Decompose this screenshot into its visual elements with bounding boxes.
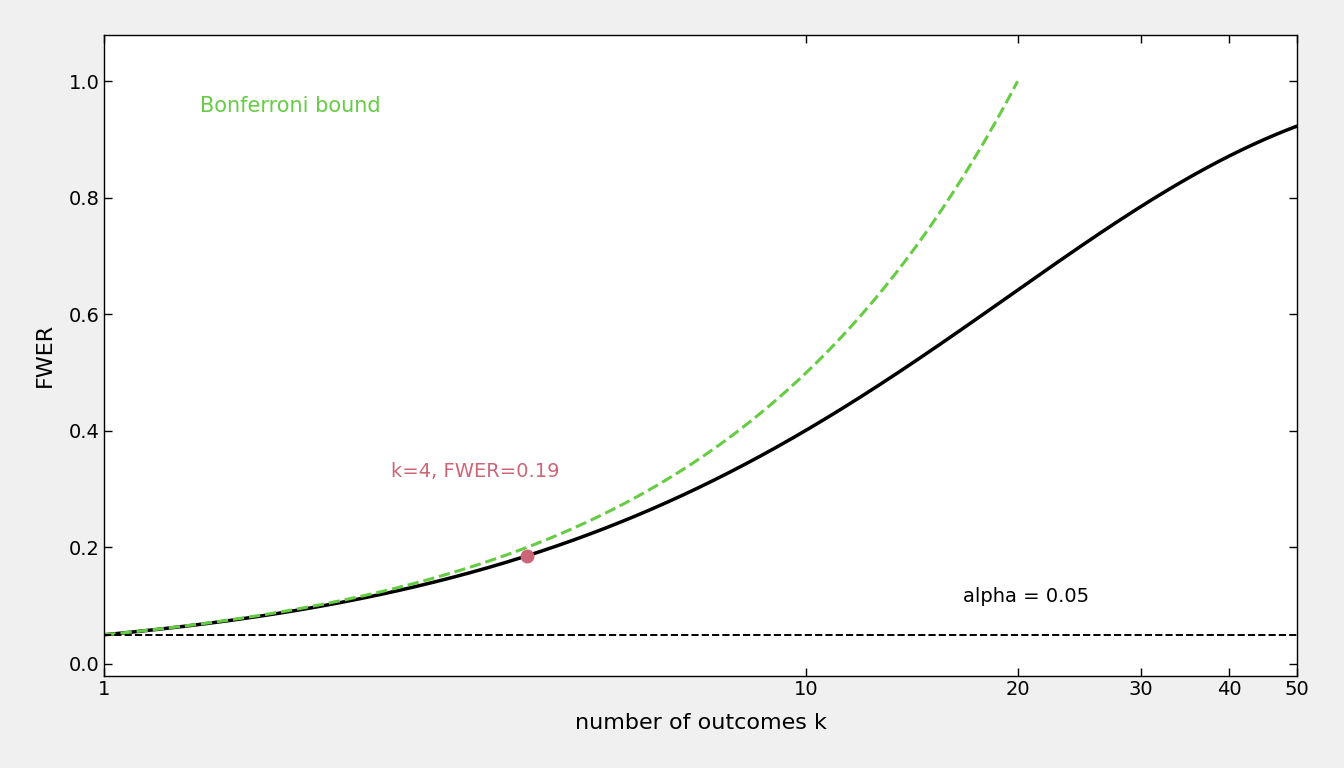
Text: alpha = 0.05: alpha = 0.05	[964, 587, 1089, 606]
Y-axis label: FWER: FWER	[35, 323, 55, 387]
Text: Bonferroni bound: Bonferroni bound	[200, 96, 380, 116]
Text: k=4, FWER=0.19: k=4, FWER=0.19	[391, 462, 559, 481]
X-axis label: number of outcomes k: number of outcomes k	[575, 713, 827, 733]
